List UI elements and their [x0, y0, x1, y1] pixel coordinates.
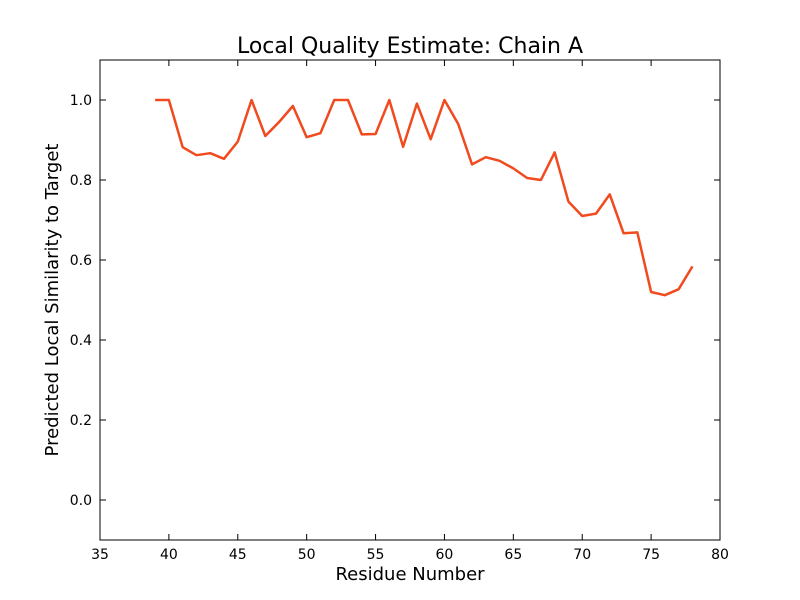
- x-tick-label: 40: [160, 547, 178, 563]
- x-tick-label: 45: [229, 547, 247, 563]
- y-tick-label: 0.8: [70, 173, 92, 189]
- plot-frame: [99, 59, 721, 541]
- x-tick-label: 55: [367, 547, 385, 563]
- x-tick-label: 65: [504, 547, 522, 563]
- y-tick-label: 0.2: [70, 413, 92, 429]
- x-tick-label: 75: [642, 547, 660, 563]
- series-line-0: [155, 98, 694, 297]
- y-tick-label: 0.0: [70, 493, 92, 509]
- y-axis: 0.0 0.2 0.4 0.6 0.8 1.0: [70, 93, 720, 509]
- plot-area: [155, 98, 694, 297]
- y-tick-label: 0.4: [70, 333, 92, 349]
- x-tick-label: 80: [711, 547, 729, 563]
- x-tick-label: 35: [91, 547, 109, 563]
- x-tick-label: 70: [573, 547, 591, 563]
- y-tick-label: 0.6: [70, 253, 92, 269]
- x-axis: 35 40 45 50 55 60 65 70 75 80: [91, 60, 729, 563]
- y-tick-label: 1.0: [70, 93, 92, 109]
- y-axis-label: Predicted Local Similarity to Target: [42, 144, 63, 457]
- x-tick-label: 50: [298, 547, 316, 563]
- chart-title: Local Quality Estimate: Chain A: [237, 34, 583, 59]
- x-tick-label: 60: [436, 547, 454, 563]
- x-axis-label: Residue Number: [335, 564, 485, 585]
